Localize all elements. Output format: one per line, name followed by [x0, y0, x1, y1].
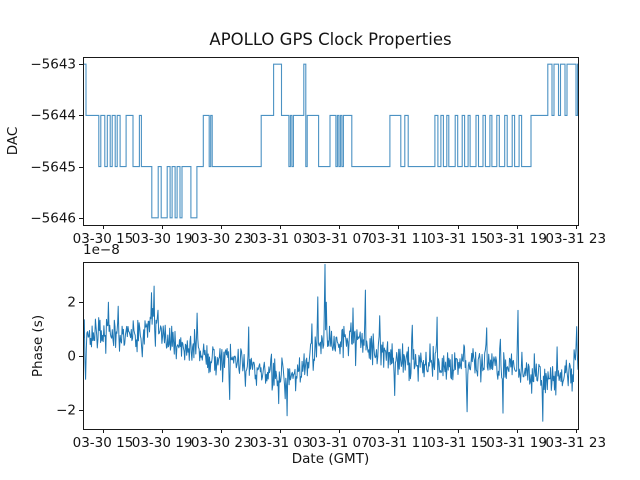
x-tick-label: 03-31 07: [309, 231, 370, 247]
dac-step-series: [83, 63, 578, 219]
x-tick-label: 03-31 23: [545, 435, 607, 451]
x-tick-label: 03-31 11: [368, 231, 429, 247]
x-tick-label: 03-31 15: [427, 231, 488, 247]
y-tick-label: −5644: [30, 107, 76, 124]
x-tick-label: 03-30 15: [72, 231, 134, 247]
x-tick-label: 03-31 03: [249, 231, 311, 247]
y-tick-label: −2: [56, 402, 76, 419]
x-tick-label: 03-30 19: [131, 231, 193, 247]
y-tick-label: 0: [67, 348, 76, 365]
y-tick-label: −5643: [30, 56, 76, 73]
y-tick-label: −5646: [30, 210, 76, 227]
dac-axis-label: DAC: [5, 126, 21, 156]
x-tick-label: 03-31 11: [368, 435, 429, 451]
x-tick-label: 03-31 15: [427, 435, 488, 451]
phase-axis-ticks: [79, 302, 577, 433]
x-tick-label: 03-31 07: [309, 435, 370, 451]
phase-noise-series: [83, 263, 578, 422]
y-tick-label: 2: [67, 294, 76, 311]
figure-title: APOLLO GPS Clock Properties: [209, 30, 452, 49]
x-axis-label: Date (GMT): [291, 451, 370, 467]
dac-axis-ticks: [79, 64, 577, 229]
x-tick-label: 03-30 19: [131, 435, 193, 451]
phase-offset-exponent: 1e−8: [83, 242, 120, 258]
x-tick-label: 03-30 23: [190, 435, 252, 451]
x-tick-label: 03-31 23: [545, 231, 607, 247]
phase-axis-label: Phase (s): [30, 314, 46, 378]
phase-axes-frame: [83, 262, 579, 430]
dac-axes-frame: [83, 57, 579, 226]
y-tick-label: −5645: [30, 158, 76, 175]
x-tick-label: 03-30 15: [72, 435, 134, 451]
x-tick-label: 03-31 03: [249, 435, 311, 451]
x-tick-label: 03-31 19: [486, 435, 547, 451]
x-tick-label: 03-30 23: [190, 231, 252, 247]
x-tick-label: 03-31 19: [486, 231, 547, 247]
